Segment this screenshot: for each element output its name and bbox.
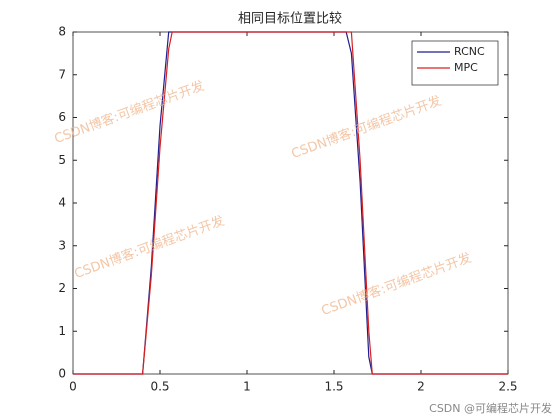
x-tick-label: 0	[69, 380, 77, 394]
x-tick-label: 0.5	[150, 380, 169, 394]
y-tick-label: 7	[58, 67, 66, 81]
y-tick-label: 3	[58, 238, 66, 252]
legend-label: RCNC	[454, 45, 485, 58]
y-tick-label: 8	[58, 25, 66, 39]
x-tick-label: 2.5	[498, 380, 517, 394]
x-tick-label: 2	[417, 380, 425, 394]
y-tick-label: 0	[58, 367, 66, 381]
y-tick-label: 5	[58, 153, 66, 167]
y-tick-label: 1	[58, 324, 66, 338]
y-tick-label: 4	[58, 196, 66, 210]
line-series	[73, 31, 508, 375]
x-tick-label: 1.5	[324, 380, 343, 394]
y-tick-label: 6	[58, 110, 66, 124]
plot-area	[72, 31, 509, 375]
credit: CSDN @可编程芯片开发	[429, 401, 552, 415]
legend-box	[411, 40, 499, 86]
x-tick-label: 1	[243, 380, 251, 394]
legend-label: MPC	[454, 61, 478, 74]
chart-title: 相同目标位置比较	[238, 12, 342, 27]
y-tick-label: 2	[58, 281, 66, 295]
